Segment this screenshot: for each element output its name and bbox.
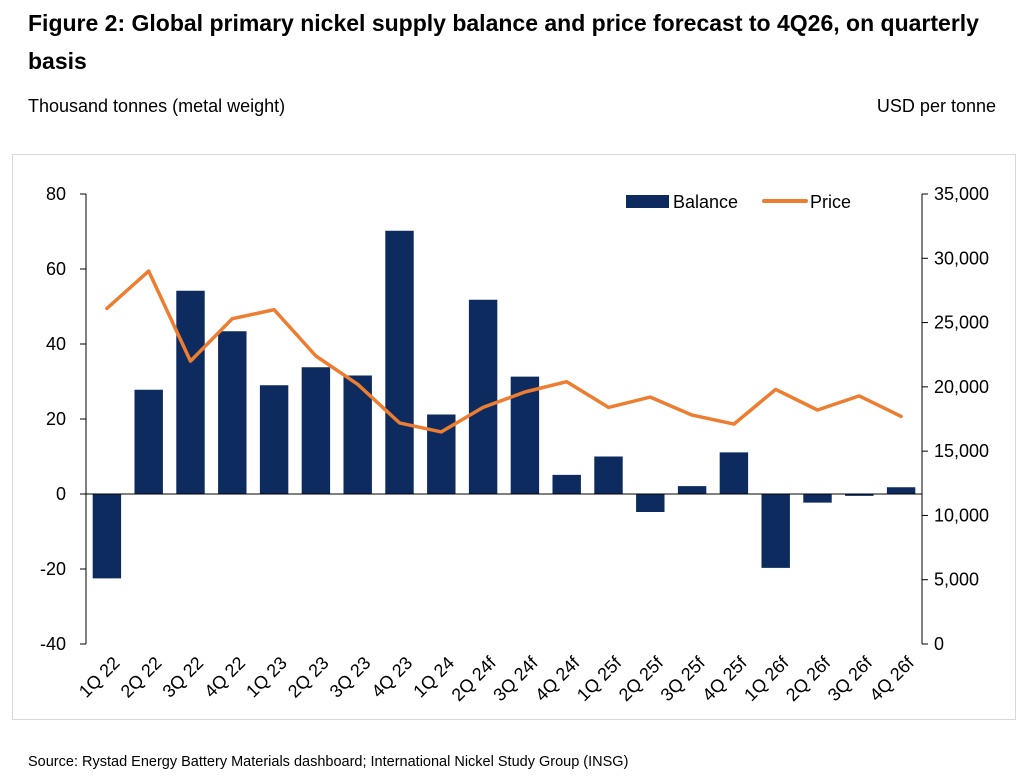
balance-bar bbox=[761, 494, 790, 568]
legend: Balance Price bbox=[626, 192, 851, 212]
balance-bar bbox=[677, 486, 707, 494]
category-label: 2Q 23 bbox=[284, 653, 333, 702]
chart-frame bbox=[12, 154, 1016, 720]
balance-bar bbox=[845, 494, 874, 496]
legend-label-balance: Balance bbox=[673, 192, 738, 212]
right-tick-label: 20,000 bbox=[934, 377, 989, 397]
price-line bbox=[105, 269, 903, 434]
category-label: 2Q 24f bbox=[448, 652, 501, 705]
balance-bar bbox=[218, 331, 247, 494]
balance-bar bbox=[886, 487, 916, 494]
category-label: 4Q 22 bbox=[200, 653, 249, 702]
legend-swatch-balance bbox=[626, 195, 669, 208]
category-label: 1Q 26f bbox=[740, 652, 793, 705]
balance-bar bbox=[176, 290, 205, 494]
price-line-group bbox=[105, 269, 903, 434]
right-tick-label: 10,000 bbox=[934, 505, 989, 525]
right-tick-label: 25,000 bbox=[934, 313, 989, 333]
balance-bar bbox=[468, 299, 498, 494]
category-label: 4Q 23 bbox=[368, 653, 417, 702]
balance-bar bbox=[134, 389, 163, 494]
left-axis-unit: Thousand tonnes (metal weight) bbox=[28, 96, 286, 116]
category-label: 3Q 22 bbox=[159, 653, 208, 702]
legend-label-price: Price bbox=[810, 192, 851, 212]
right-tick-label: 35,000 bbox=[934, 184, 989, 204]
balance-bar bbox=[92, 494, 122, 579]
category-label: 2Q 25f bbox=[615, 652, 668, 705]
balance-bars bbox=[92, 230, 916, 579]
category-label: 2Q 26f bbox=[782, 652, 835, 705]
category-label: 3Q 25f bbox=[657, 652, 710, 705]
right-tick-label: 15,000 bbox=[934, 441, 989, 461]
balance-bar bbox=[594, 456, 623, 494]
category-label: 2Q 22 bbox=[117, 653, 166, 702]
balance-bar bbox=[636, 494, 665, 512]
category-label: 4Q 25f bbox=[698, 652, 751, 705]
balance-bar bbox=[385, 230, 414, 494]
balance-bar bbox=[259, 385, 289, 494]
right-tick-label: 5,000 bbox=[934, 570, 979, 590]
source-note: Source: Rystad Energy Battery Materials … bbox=[28, 754, 629, 770]
category-label: 3Q 26f bbox=[824, 652, 877, 705]
category-label: 4Q 24f bbox=[531, 652, 584, 705]
balance-bar bbox=[552, 474, 581, 494]
category-label: 3Q 24f bbox=[489, 652, 542, 705]
right-tick-label: 0 bbox=[934, 634, 944, 654]
category-label: 1Q 23 bbox=[242, 653, 291, 702]
balance-bar bbox=[719, 452, 749, 494]
left-tick-label: 60 bbox=[46, 259, 66, 279]
category-label: 4Q 26f bbox=[866, 652, 919, 705]
left-tick-label: 40 bbox=[46, 334, 66, 354]
left-tick-label: 80 bbox=[46, 184, 66, 204]
left-tick-label: -40 bbox=[40, 634, 66, 654]
left-tick-label: 20 bbox=[46, 409, 66, 429]
left-tick-label: -20 bbox=[40, 559, 66, 579]
category-label: 1Q 25f bbox=[573, 652, 626, 705]
right-tick-label: 30,000 bbox=[934, 248, 989, 268]
right-axis-unit: USD per tonne bbox=[876, 96, 996, 116]
left-tick-label: 0 bbox=[56, 484, 66, 504]
balance-bar bbox=[301, 367, 331, 494]
chart-title: Figure 2: Global primary nickel supply b… bbox=[28, 10, 979, 74]
balance-bar bbox=[803, 494, 832, 503]
category-label: 1Q 22 bbox=[75, 653, 124, 702]
category-label: 3Q 23 bbox=[326, 653, 375, 702]
